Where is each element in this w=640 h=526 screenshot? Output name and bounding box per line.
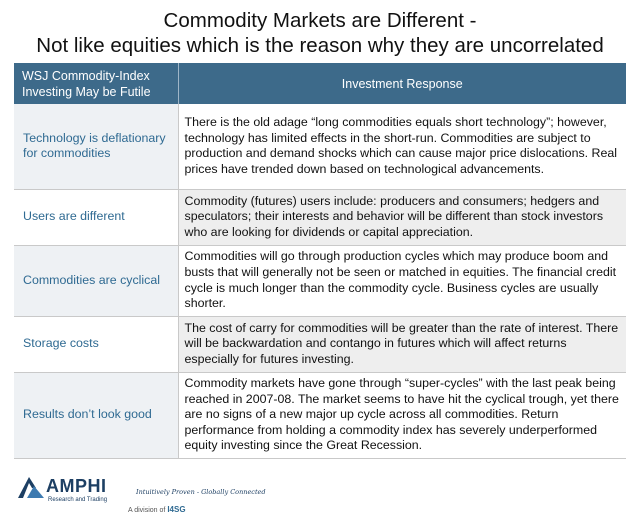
row-label: Technology is deflationary for commoditi… (14, 104, 179, 190)
row-response: Commodities will go through production c… (178, 245, 626, 317)
row-label: Storage costs (14, 316, 179, 373)
row-label: Commodities are cyclical (14, 245, 179, 317)
logo-name: AMPHI (46, 476, 107, 496)
row-label: Users are different (14, 189, 179, 246)
title-line-1: Commodity Markets are Different - (163, 9, 477, 32)
title-line-2: Not like equities which is the reason wh… (36, 34, 604, 57)
table-row: Results don’t look good Commodity market… (14, 372, 626, 459)
page-title: Commodity Markets are Different - Not li… (0, 8, 640, 58)
header-investment-response: Investment Response (178, 63, 626, 104)
table-row: Commodities are cyclical Commodities wil… (14, 245, 626, 317)
row-response: Commodity (futures) users include: produ… (178, 189, 626, 246)
division-prefix: A division of (128, 507, 166, 514)
logo-subtitle: Research and Trading (48, 497, 108, 503)
row-response: The cost of carry for commodities will b… (178, 316, 626, 373)
table-header-row: WSJ Commodity-Index Investing May be Fut… (14, 63, 626, 104)
division-note: A division of I4SG (128, 505, 186, 514)
header-wsj-column: WSJ Commodity-Index Investing May be Fut… (14, 63, 179, 104)
division-name: I4SG (167, 505, 186, 514)
row-response: There is the old adage “long commodities… (178, 104, 626, 190)
mountain-logo-icon (18, 477, 44, 498)
comparison-table: WSJ Commodity-Index Investing May be Fut… (14, 63, 626, 459)
table-row: Storage costs The cost of carry for comm… (14, 316, 626, 373)
tagline: Intuitively Proven - Globally Connected (136, 488, 266, 496)
row-response: Commodity markets have gone through “sup… (178, 372, 626, 459)
table-row: Users are different Commodity (futures) … (14, 189, 626, 246)
row-label: Results don’t look good (14, 372, 179, 459)
footer-branding: AMPHI Research and Trading Intuitively P… (18, 470, 318, 520)
table-row: Technology is deflationary for commoditi… (14, 104, 626, 190)
